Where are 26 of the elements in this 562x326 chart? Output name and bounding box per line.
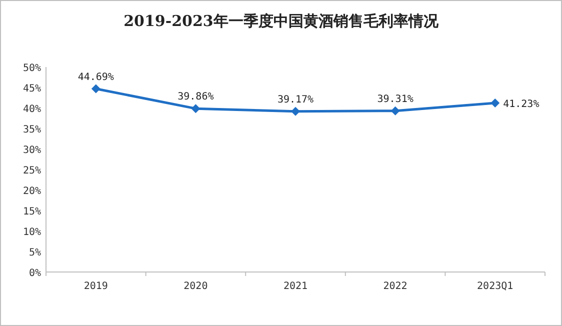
y-tick-label: 15% (22, 206, 41, 218)
y-tick-label: 10% (22, 227, 41, 238)
y-tick-label: 50% (22, 63, 41, 74)
text: 41.23% (503, 98, 540, 110)
point (91, 84, 100, 94)
y-tick-label: 40% (22, 104, 41, 115)
x-tick-label: 2022 (383, 281, 408, 292)
text: 39.17% (277, 94, 314, 106)
y-tick-label: 35% (22, 124, 41, 136)
y-tick-label: 25% (22, 166, 41, 176)
x-tick-label: 2019 (84, 281, 108, 292)
point (490, 98, 500, 108)
y-tick-label: 20% (22, 186, 41, 197)
y-tick-label: 0% (28, 268, 41, 279)
x-tick-label: 2021 (283, 281, 308, 292)
point (291, 106, 300, 116)
chart-title: 2019-2023年一季度中国黄酒销售毛利率情况 (124, 12, 440, 30)
text: 39.31% (377, 94, 414, 105)
x-tick-label: 2023Q1 (477, 281, 514, 292)
text: 39.86% (178, 92, 214, 103)
text: 44.69% (78, 72, 114, 83)
y-tick-label: 5% (28, 248, 41, 258)
point (390, 106, 400, 116)
x-tick-label: 2020 (184, 281, 208, 292)
y-tick-label: 30% (22, 145, 41, 156)
y-tick-label: 45% (22, 84, 41, 94)
